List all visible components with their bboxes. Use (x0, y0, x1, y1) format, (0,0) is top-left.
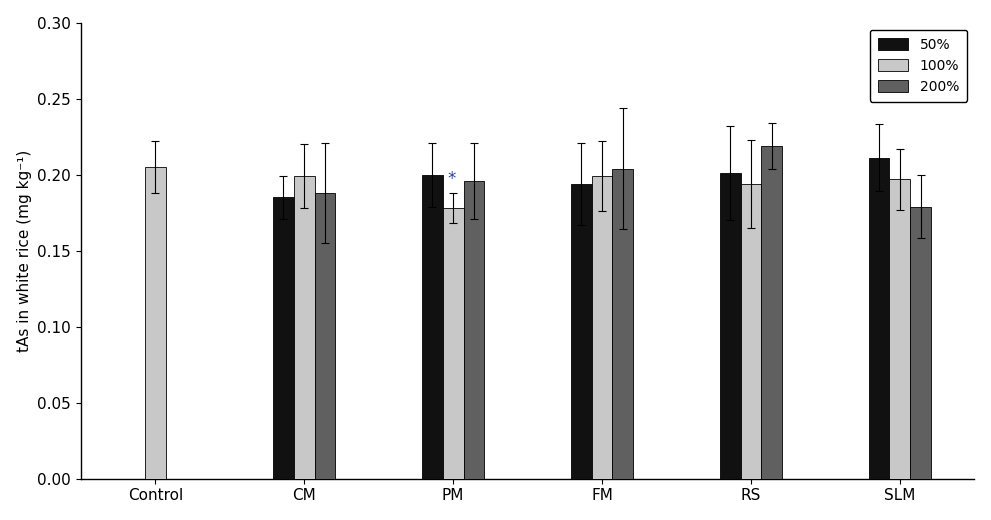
Bar (911, 206, 932, 478)
Bar (314, 193, 336, 478)
Bar (273, 198, 293, 478)
Bar (571, 184, 592, 478)
Bar (592, 176, 612, 478)
Bar (740, 184, 761, 478)
Legend: 50%, 100%, 200%: 50%, 100%, 200% (869, 30, 967, 102)
Bar (612, 168, 633, 478)
Bar (868, 158, 890, 478)
Bar (719, 173, 740, 478)
Bar (890, 179, 911, 478)
Text: *: * (448, 171, 456, 188)
Y-axis label: tAs in white rice (mg kg⁻¹): tAs in white rice (mg kg⁻¹) (17, 150, 32, 352)
Bar (761, 146, 782, 478)
Bar (145, 167, 165, 478)
Bar (443, 208, 464, 478)
Bar (464, 181, 485, 478)
Bar (293, 176, 314, 478)
Bar (422, 175, 443, 478)
